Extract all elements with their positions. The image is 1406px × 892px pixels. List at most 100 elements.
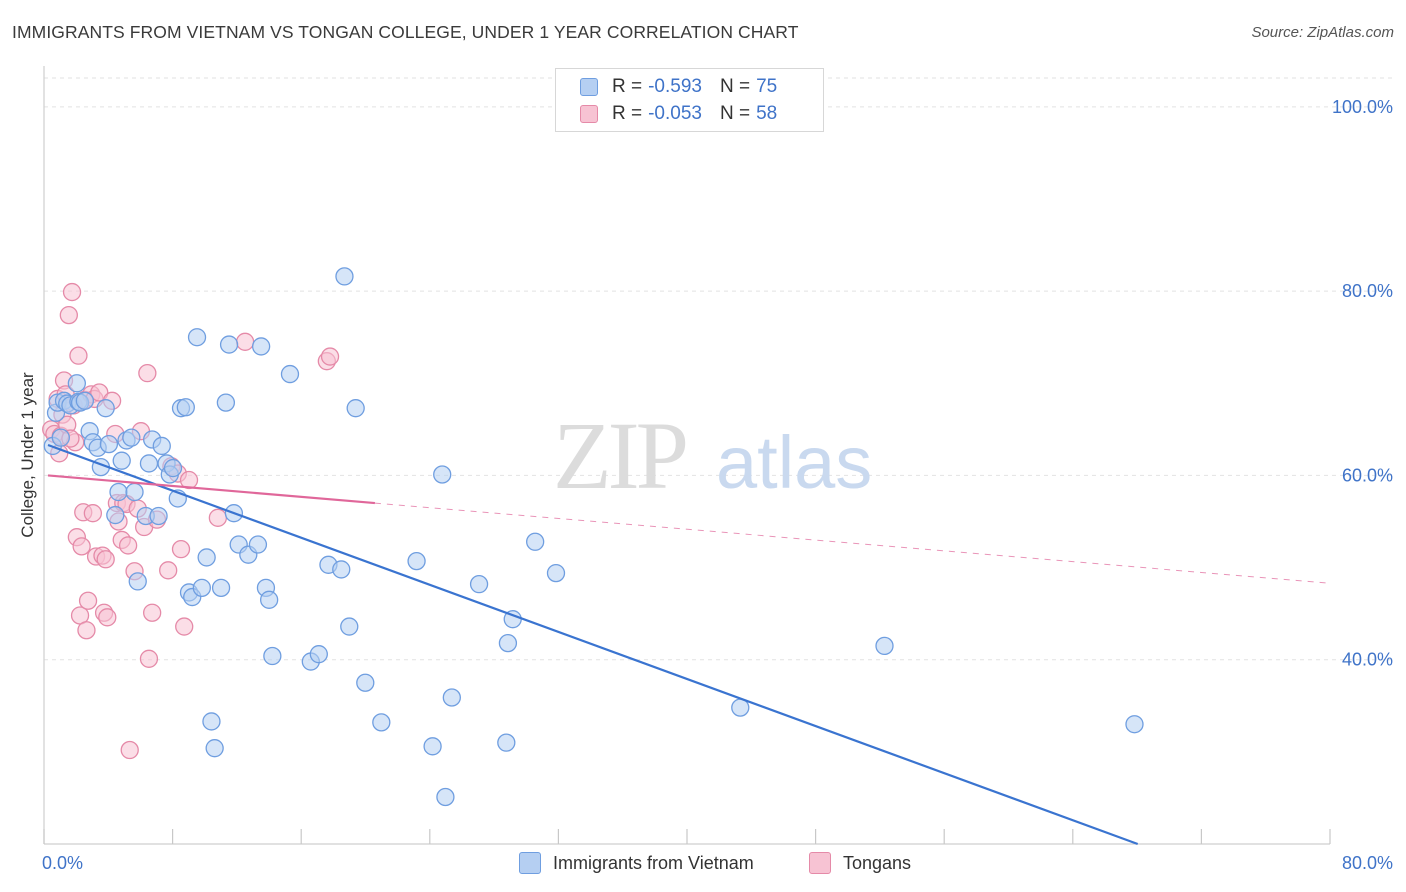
legend-r-value: -0.593 [648, 76, 702, 97]
grid-lines [44, 77, 1392, 661]
vietnam-point [526, 532, 545, 551]
bottom-legend-swatch-tongans [809, 852, 831, 874]
tongans-point [69, 346, 88, 365]
legend-r-label: R = [612, 103, 643, 124]
tongans-point [72, 537, 91, 556]
vietnam-point [216, 393, 236, 412]
tongans-point [139, 649, 159, 668]
vietnam-point [251, 337, 271, 356]
y-tick-label: 60.0% [1342, 465, 1393, 485]
tongans-trend-extension [374, 502, 1331, 584]
watermark-zip: ZIP [553, 402, 686, 509]
vietnam-points [43, 267, 1144, 807]
y-tick-label: 100.0% [1332, 97, 1393, 117]
legend-r-label: R = [612, 76, 643, 97]
vietnam-point [176, 398, 195, 417]
vietnam-point [187, 328, 207, 347]
tongans-point [171, 539, 191, 559]
y-tick-label: 80.0% [1342, 281, 1393, 301]
vietnam-point [219, 335, 239, 354]
bottom-legend-tongans: Tongans [809, 852, 911, 874]
vietnam-point [75, 391, 95, 410]
tongans-point [59, 305, 78, 325]
vietnam-point [211, 578, 231, 597]
vietnam-point [122, 428, 141, 447]
tongans-point [77, 621, 96, 640]
tongans-point [120, 740, 139, 760]
vietnam-point [372, 713, 391, 732]
legend-swatch-tongans [580, 105, 598, 123]
vietnam-point [112, 451, 131, 470]
vietnam-point [109, 482, 128, 502]
vietnam-point [346, 399, 365, 418]
bottom-legend-vietnam: Immigrants from Vietnam [519, 852, 754, 874]
vietnam-point [469, 575, 489, 594]
vietnam-point [442, 688, 461, 707]
vietnam-point [125, 482, 144, 502]
tongans-point [118, 536, 138, 555]
vietnam-point [96, 399, 115, 418]
vietnam-point [546, 563, 566, 583]
vietnam-point [152, 436, 171, 456]
tongans-point [78, 591, 98, 610]
tongans-points [42, 282, 340, 760]
stats-legend: R = -0.593 N = 75 R = -0.053 N = 58 [555, 68, 824, 132]
vietnam-point [259, 590, 279, 609]
tongans-point [83, 504, 103, 523]
bottom-legend-label-tongans: Tongans [843, 852, 912, 873]
tongans-point [235, 332, 255, 351]
legend-r-value: -0.053 [648, 103, 702, 124]
vietnam-point [498, 633, 518, 653]
bottom-legend-swatch-vietnam [519, 852, 541, 874]
tongans-point [208, 508, 228, 527]
legend-swatch-vietnam [580, 78, 598, 96]
vietnam-point [128, 572, 147, 591]
y-axis-label: College, Under 1 year [18, 372, 37, 538]
vietnam-point [99, 434, 119, 454]
chart-title: IMMIGRANTS FROM VIETNAM VS TONGAN COLLEG… [12, 22, 799, 42]
vietnam-point [335, 267, 354, 286]
vietnam-point [433, 465, 452, 484]
vietnam-point [106, 505, 125, 525]
vietnam-point [332, 560, 351, 579]
tongans-point [98, 608, 117, 627]
bottom-legend-label-vietnam: Immigrants from Vietnam [553, 852, 754, 873]
tongans-point [90, 383, 109, 402]
tongans-point [143, 603, 162, 622]
tongans-point [62, 282, 82, 302]
tongans-point [175, 617, 194, 636]
legend-n-value: 58 [756, 103, 778, 124]
vietnam-point [340, 617, 359, 636]
tongans-point [138, 363, 157, 383]
vietnam-point [67, 374, 86, 393]
tongans-point [179, 470, 199, 490]
legend-n-label: N = [719, 76, 751, 97]
vietnam-point [51, 428, 70, 447]
vietnam-point [202, 712, 221, 731]
legend-n-label: N = [719, 103, 751, 124]
watermark-atlas: atlas [716, 421, 872, 504]
vietnam-point [356, 673, 375, 692]
legend-row-tongans: R = -0.053 N = 58 [580, 101, 777, 127]
tongans-point [96, 550, 115, 569]
trend-lines [47, 443, 1331, 846]
vietnam-point [192, 578, 211, 597]
axes [43, 66, 1331, 845]
vietnam-point [139, 454, 159, 473]
watermark: ZIP atlas [553, 402, 872, 509]
vietnam-point [309, 645, 328, 664]
legend-row-vietnam: R = -0.593 N = 75 [580, 74, 777, 100]
vietnam-point [149, 506, 168, 526]
vietnam-trend-line [47, 443, 1139, 846]
tick-labels: 100.0% 80.0% 60.0% 40.0% 0.0% 80.0% [42, 97, 1393, 873]
tongans-trend-line [47, 474, 376, 505]
vietnam-point [436, 787, 455, 807]
vietnam-point [248, 535, 268, 554]
vietnam-point [197, 548, 216, 567]
vietnam-point [263, 646, 282, 666]
vietnam-point [280, 364, 300, 384]
vietnam-point [497, 733, 516, 752]
tongans-point [159, 561, 178, 580]
x-tick-label: 0.0% [42, 853, 83, 873]
